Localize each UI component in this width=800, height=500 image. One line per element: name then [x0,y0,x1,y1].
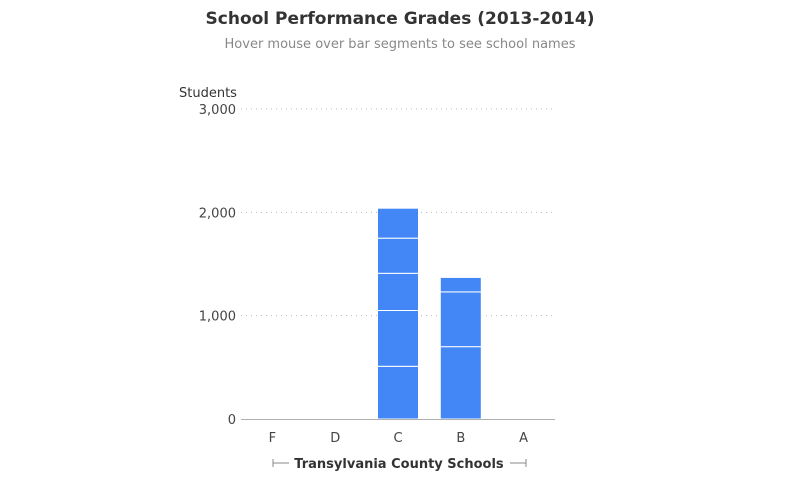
y-tick-label: 0 [228,413,236,428]
bar-segment[interactable] [377,310,419,367]
axes: 0 1,000 2,000 3,000 F D C B A [199,103,555,446]
y-tick-label: 1,000 [199,310,236,325]
chart-subtitle: Hover mouse over bar segments to see sch… [224,37,576,52]
legend[interactable]: Transylvania County Schools [272,457,527,472]
x-tick-label: C [393,431,402,446]
x-tick-label: B [456,431,465,446]
legend-symbol-right [510,459,527,467]
bar-segment[interactable] [377,272,419,311]
bar-segment[interactable] [377,207,419,239]
bar-segment[interactable] [439,346,482,420]
y-axis-title: Students [179,86,237,101]
bar-segment[interactable] [439,276,482,293]
x-tick-label: D [330,431,340,446]
x-tick-label: F [269,431,276,446]
bar-segment[interactable] [377,365,419,420]
chart-title: School Performance Grades (2013-2014) [205,9,595,29]
bars [377,207,482,420]
legend-symbol-left [272,459,289,467]
bar-segment[interactable] [439,291,482,348]
x-tick-label: A [519,431,528,446]
y-tick-label: 3,000 [199,103,236,118]
y-tick-label: 2,000 [199,206,236,221]
legend-label[interactable]: Transylvania County Schools [294,457,504,472]
bar-segment[interactable] [377,237,419,274]
